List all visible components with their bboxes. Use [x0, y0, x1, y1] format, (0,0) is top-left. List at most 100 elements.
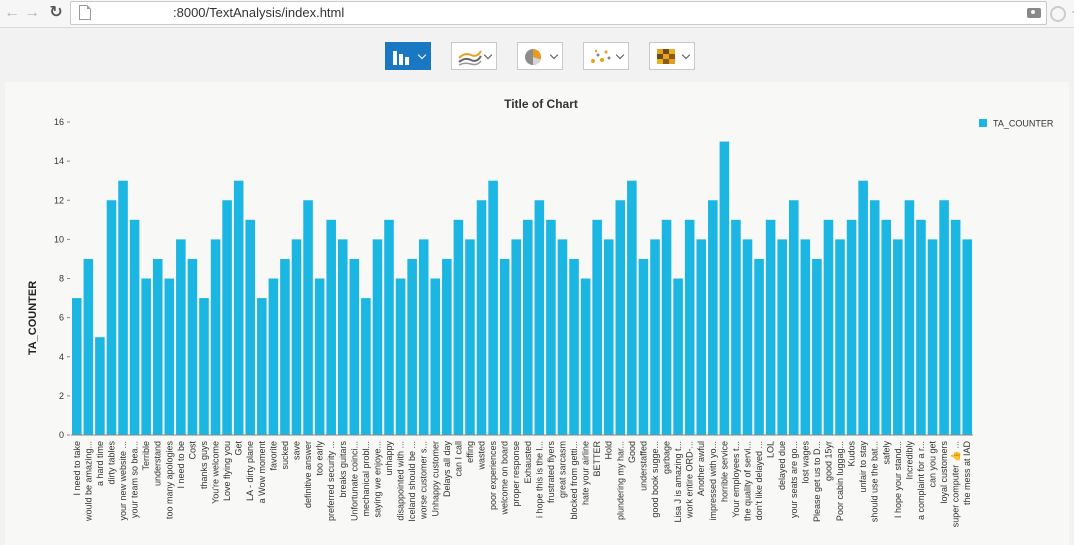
bar[interactable] [233, 180, 244, 435]
bar[interactable] [384, 219, 394, 435]
bar[interactable] [673, 278, 683, 436]
bar[interactable] [719, 141, 730, 435]
bar[interactable] [395, 278, 406, 436]
bar[interactable] [962, 239, 972, 435]
reload-icon[interactable]: ↻ [49, 4, 63, 21]
bar[interactable] [372, 239, 383, 435]
bar[interactable] [72, 298, 82, 435]
bar[interactable] [152, 258, 163, 435]
bar[interactable] [361, 298, 371, 435]
bar[interactable] [430, 278, 441, 436]
bar[interactable] [326, 219, 336, 435]
bar[interactable] [337, 239, 348, 435]
bar[interactable] [442, 258, 452, 435]
bar[interactable] [846, 219, 857, 435]
bar[interactable] [788, 200, 799, 435]
bar[interactable] [638, 258, 649, 435]
bar[interactable] [627, 180, 637, 435]
bar[interactable] [939, 200, 949, 435]
bar[interactable] [823, 219, 834, 435]
bar[interactable] [950, 219, 961, 435]
x-tick-label: thanks guys [199, 441, 209, 490]
scatter-chart-button[interactable] [583, 42, 629, 70]
bar[interactable] [927, 239, 938, 435]
bar[interactable] [916, 219, 926, 435]
bar[interactable] [465, 239, 475, 435]
bar[interactable] [523, 219, 533, 435]
camera-icon[interactable] [1027, 8, 1041, 18]
bar[interactable] [893, 239, 903, 435]
bar[interactable] [812, 258, 822, 435]
bar[interactable] [291, 239, 302, 435]
heatmap-button[interactable] [649, 42, 695, 70]
bar[interactable] [164, 278, 175, 436]
bar[interactable] [245, 219, 256, 435]
bar[interactable] [615, 200, 626, 435]
bar[interactable] [141, 278, 151, 436]
bar[interactable] [580, 278, 591, 436]
bar[interactable] [708, 200, 718, 435]
bar[interactable] [904, 200, 915, 435]
bar[interactable] [199, 298, 209, 435]
bar[interactable] [835, 239, 845, 435]
x-tick-label: can you get [928, 441, 938, 488]
url-text[interactable]: :8000/TextAnalysis/index.html [173, 5, 345, 20]
bar[interactable] [858, 180, 868, 435]
bar[interactable] [534, 200, 545, 435]
bar[interactable] [176, 239, 186, 435]
bar[interactable] [684, 219, 695, 435]
extension-icon[interactable] [1050, 6, 1066, 22]
bar[interactable] [881, 219, 892, 435]
bar[interactable] [418, 239, 429, 435]
bar[interactable] [569, 258, 579, 435]
bar-chart-button[interactable] [385, 42, 431, 70]
bar[interactable] [557, 239, 568, 435]
bar[interactable] [754, 258, 764, 435]
x-tick-label: good book sugge... [650, 441, 660, 518]
x-tick-label: work entire ORD-... [685, 441, 695, 519]
x-tick-label: good 15yr [823, 441, 833, 481]
bar[interactable] [603, 239, 614, 435]
line-chart-button[interactable] [451, 42, 497, 70]
bar[interactable] [280, 258, 290, 435]
bar[interactable] [592, 219, 602, 435]
bar[interactable] [95, 337, 105, 435]
bar[interactable] [118, 180, 128, 435]
bar[interactable] [661, 219, 672, 435]
bar[interactable] [222, 200, 232, 435]
bar[interactable] [765, 219, 776, 435]
bar[interactable] [349, 258, 360, 435]
bar[interactable] [869, 200, 880, 435]
bar[interactable] [696, 239, 707, 435]
bar[interactable] [476, 200, 487, 435]
bar[interactable] [777, 239, 787, 435]
bar[interactable] [511, 239, 521, 435]
bar[interactable] [303, 200, 313, 435]
bar[interactable] [453, 219, 464, 435]
y-axis-title: TA_COUNTER [27, 281, 39, 355]
x-tick-label: hate your airline [581, 441, 591, 505]
bar[interactable] [268, 278, 279, 436]
arrow-right-icon[interactable]: → [24, 4, 40, 21]
bar[interactable] [546, 219, 556, 435]
arrow-left-icon[interactable]: ← [4, 4, 20, 21]
star-icon[interactable]: ☆ [1071, 4, 1074, 24]
bar[interactable] [187, 258, 198, 435]
x-tick-label: safely [881, 441, 891, 465]
bar[interactable] [499, 258, 510, 435]
bar[interactable] [742, 239, 753, 435]
bar[interactable] [257, 298, 267, 435]
x-tick-label: Unhappy customer [430, 441, 440, 517]
bar[interactable] [488, 180, 498, 435]
address-bar[interactable]: :8000/TextAnalysis/index.html ☆ [70, 1, 1074, 25]
bar[interactable] [83, 258, 94, 435]
bar[interactable] [129, 219, 140, 435]
pie-chart-button[interactable] [517, 42, 563, 70]
bar[interactable] [650, 239, 660, 435]
bar[interactable] [800, 239, 811, 435]
bar[interactable] [314, 278, 325, 436]
bar[interactable] [731, 219, 741, 435]
bar[interactable] [106, 200, 117, 435]
bar[interactable] [210, 239, 221, 435]
bar[interactable] [407, 258, 417, 435]
